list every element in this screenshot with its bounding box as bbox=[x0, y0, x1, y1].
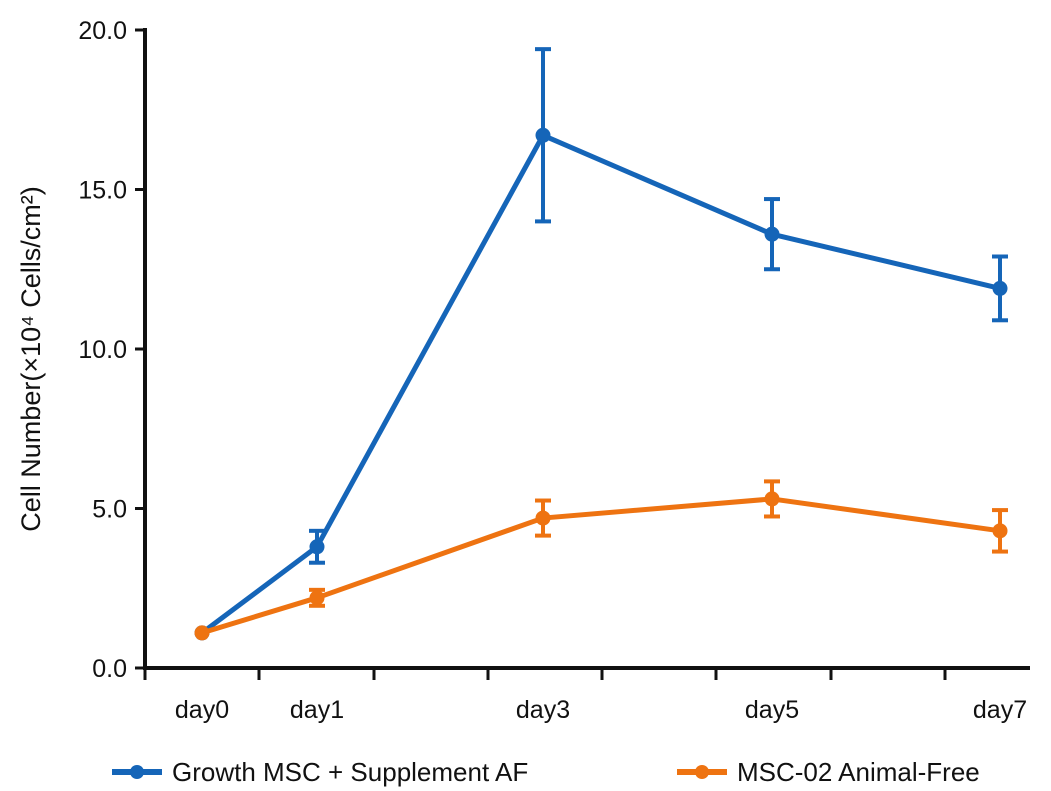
legend-swatch-marker bbox=[130, 765, 144, 779]
series-line bbox=[200, 132, 1001, 635]
y-tick-label: 10.0 bbox=[78, 336, 127, 364]
data-point bbox=[309, 590, 325, 606]
legend-label: Growth MSC + Supplement AF bbox=[172, 757, 528, 787]
legend-item-2: MSC-02 Animal-Free bbox=[677, 757, 980, 787]
legend-item-1: Growth MSC + Supplement AF bbox=[112, 757, 528, 787]
data-point bbox=[535, 510, 551, 526]
x-ticks: day0 day1 day3 day5 day7 bbox=[143, 668, 1027, 724]
data-point bbox=[535, 127, 551, 143]
legend-swatch-marker bbox=[695, 765, 709, 779]
data-point bbox=[764, 226, 780, 242]
series-1 bbox=[194, 47, 1008, 641]
series-line bbox=[201, 496, 1001, 636]
series-layer bbox=[194, 47, 1008, 641]
y-tick-label: 0.0 bbox=[92, 655, 127, 683]
y-tick-label: 15.0 bbox=[78, 177, 127, 205]
axes bbox=[143, 28, 1030, 670]
legend-label: MSC-02 Animal-Free bbox=[737, 757, 980, 787]
x-tick-label-day7: day7 bbox=[973, 696, 1027, 724]
series-2 bbox=[194, 479, 1008, 641]
y-ticks: 0.0 5.0 10.0 15.0 20.0 bbox=[78, 17, 145, 683]
y-tick-label: 20.0 bbox=[78, 17, 127, 45]
x-tick-label-day1: day1 bbox=[290, 696, 344, 724]
x-tick-label-day5: day5 bbox=[745, 696, 799, 724]
y-axis-title: Cell Number(×10⁴ Cells/cm²) bbox=[16, 186, 46, 531]
y-tick-label: 5.0 bbox=[92, 496, 127, 524]
data-point bbox=[309, 539, 325, 555]
legend: Growth MSC + Supplement AF MSC-02 Animal-… bbox=[112, 757, 980, 787]
x-tick-label-day3: day3 bbox=[516, 696, 570, 724]
x-tick-label-day0: day0 bbox=[175, 696, 229, 724]
data-point bbox=[194, 625, 210, 641]
data-point bbox=[992, 280, 1008, 296]
data-point bbox=[764, 491, 780, 507]
data-point bbox=[992, 523, 1008, 539]
